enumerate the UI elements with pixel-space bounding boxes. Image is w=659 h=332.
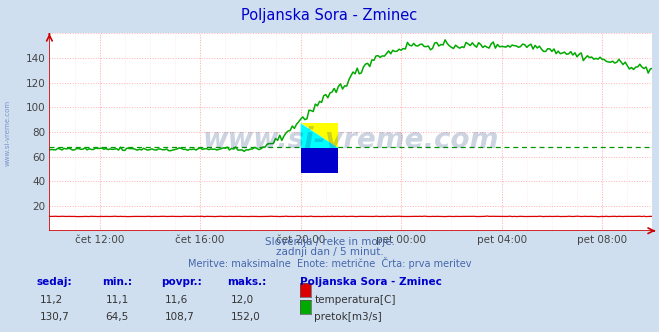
Text: www.si-vreme.com: www.si-vreme.com bbox=[5, 100, 11, 166]
Text: povpr.:: povpr.: bbox=[161, 277, 202, 287]
Text: Poljanska Sora - Zminec: Poljanska Sora - Zminec bbox=[241, 8, 418, 23]
Text: 130,7: 130,7 bbox=[40, 312, 69, 322]
Text: Poljanska Sora - Zminec: Poljanska Sora - Zminec bbox=[300, 277, 442, 287]
Text: 11,2: 11,2 bbox=[40, 295, 63, 305]
Text: 64,5: 64,5 bbox=[105, 312, 129, 322]
Bar bbox=[301, 148, 338, 173]
Text: 11,6: 11,6 bbox=[165, 295, 188, 305]
Text: Meritve: maksimalne  Enote: metrične  Črta: prva meritev: Meritve: maksimalne Enote: metrične Črta… bbox=[188, 257, 471, 269]
Text: Slovenija / reke in morje.: Slovenija / reke in morje. bbox=[264, 237, 395, 247]
Text: min.:: min.: bbox=[102, 277, 132, 287]
Polygon shape bbox=[301, 123, 338, 148]
Text: 152,0: 152,0 bbox=[231, 312, 260, 322]
Text: 12,0: 12,0 bbox=[231, 295, 254, 305]
Text: 11,1: 11,1 bbox=[105, 295, 129, 305]
Text: pretok[m3/s]: pretok[m3/s] bbox=[314, 312, 382, 322]
Polygon shape bbox=[301, 123, 338, 148]
Text: temperatura[C]: temperatura[C] bbox=[314, 295, 396, 305]
Text: zadnji dan / 5 minut.: zadnji dan / 5 minut. bbox=[275, 247, 384, 257]
Text: sedaj:: sedaj: bbox=[36, 277, 72, 287]
Text: maks.:: maks.: bbox=[227, 277, 267, 287]
Text: www.si-vreme.com: www.si-vreme.com bbox=[203, 126, 499, 154]
Text: 108,7: 108,7 bbox=[165, 312, 194, 322]
